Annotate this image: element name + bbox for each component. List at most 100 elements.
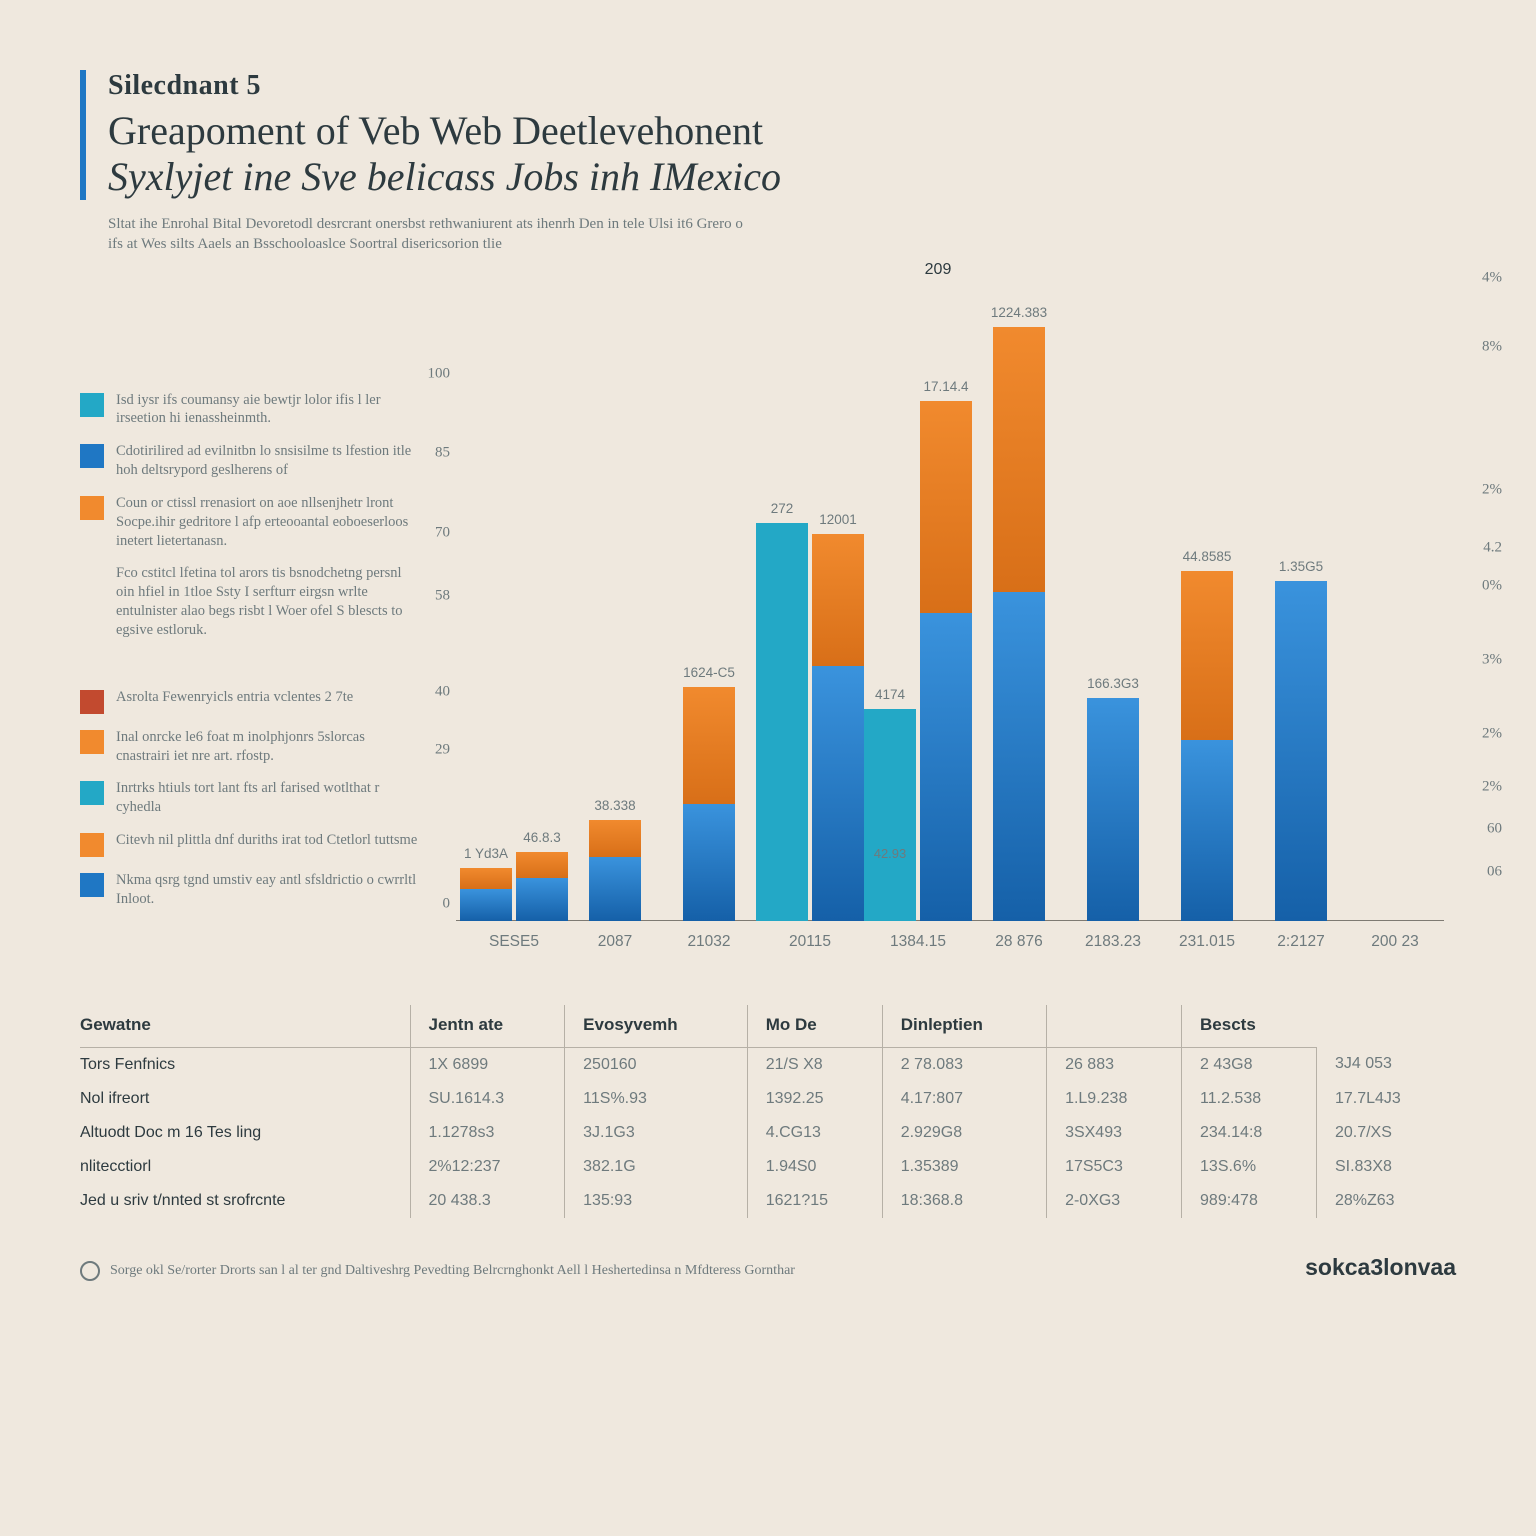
table-cell: 18:368.8 (882, 1184, 1046, 1218)
table-cell: 1.35389 (882, 1150, 1046, 1184)
table-cell: 3J4 053 (1316, 1047, 1456, 1082)
bar-segment (683, 804, 735, 921)
bar: 272 (756, 523, 808, 921)
table-header: Bescts (1182, 1005, 1317, 1048)
bar: 38.338 (589, 820, 641, 921)
legend-swatch (80, 496, 104, 520)
bar-segment (993, 592, 1045, 921)
table-cell: Altuodt Doc m 16 Tes ling (80, 1116, 410, 1150)
y-right-tick: 2% (1482, 725, 1502, 742)
legend-item: Asrolta Fewenryicls entria vclentes 2 7t… (80, 688, 420, 714)
legend-swatch (80, 730, 104, 754)
table-cell: 2 43G8 (1182, 1047, 1317, 1082)
x-axis-label: 20115 (756, 933, 864, 951)
bar-value-label: 1.35G5 (1279, 559, 1323, 574)
table-cell: 1.L9.238 (1047, 1082, 1182, 1116)
bar-group: 1 Yd3A46.8.3SESE5 (460, 852, 568, 921)
bar-segment (516, 878, 568, 920)
bar-segment (460, 889, 512, 921)
table-header: Dinleptien (882, 1005, 1046, 1048)
legend-text: Inrtrks htiuls tort lant fts arl farised… (116, 779, 420, 817)
legend-item: Inal onrcke le6 foat m inolphjonrs 5slor… (80, 728, 420, 766)
y-right-tick: 4.2 (1483, 540, 1502, 557)
bar-segment (516, 852, 568, 879)
bar-segment (460, 868, 512, 889)
bar-segment (920, 613, 972, 920)
legend-text: Asrolta Fewenryicls entria vclentes 2 7t… (116, 688, 420, 714)
table-header: Gewatne (80, 1005, 410, 1048)
table-cell: Tors Fenfnics (80, 1047, 410, 1082)
bar-group: 1224.38328 876 (972, 327, 1066, 921)
bar-group: 1624-C521032 (662, 687, 756, 920)
table-cell: 1.1278s3 (410, 1116, 565, 1150)
source-icon (80, 1261, 100, 1281)
y-left-tick: 40 (410, 683, 450, 700)
legend-swatch (80, 393, 104, 417)
y-right-tick: 2% (1482, 778, 1502, 795)
legend-text: Fco cstitcl lfetina tol arors tis bsnodc… (116, 564, 420, 639)
table-cell: 1621?15 (747, 1184, 882, 1218)
table-row: Tors Fenfnics1X 689925016021/S X82 78.08… (80, 1047, 1456, 1082)
table-header: Evosyvemh (565, 1005, 748, 1048)
x-axis-label: 2183.23 (1066, 933, 1160, 951)
table-header: Jentn ate (410, 1005, 565, 1048)
table-cell: 20.7/XS (1316, 1116, 1456, 1150)
bar-segment (1275, 581, 1327, 920)
y-right-tick: 0% (1482, 577, 1502, 594)
bar-value-label: 17.14.4 (923, 379, 968, 394)
bar: 417442.93 (864, 709, 916, 921)
table-cell: 4.17:807 (882, 1082, 1046, 1116)
bar-inner-label: 42.93 (874, 846, 907, 861)
y-right-tick: 8% (1482, 339, 1502, 356)
bar-segment (812, 666, 864, 920)
table-row: Jed u sriv t/nnted st srofrcnte20 438.31… (80, 1184, 1456, 1218)
bar: 1 Yd3A (460, 868, 512, 921)
bar: 17.14.4 (920, 401, 972, 920)
bar-group: 38.3382087 (568, 820, 662, 921)
bar-segment (589, 857, 641, 921)
table-cell: 989:478 (1182, 1184, 1317, 1218)
legend-text: Cdotirilired ad evilnitbn lo snsisilme t… (116, 442, 420, 480)
legend-item: Fco cstitcl lfetina tol arors tis bsnodc… (80, 564, 420, 639)
bar-segment (920, 401, 972, 613)
legend-item: Coun or ctissl rrenasiort on aoe nllsenj… (80, 494, 420, 551)
bar-value-label: 1624-C5 (683, 665, 735, 680)
bar-group: 166.3G32183.23 (1066, 698, 1160, 921)
y-left-tick: 70 (410, 524, 450, 541)
bar-segment (1181, 571, 1233, 741)
table-row: Altuodt Doc m 16 Tes ling1.1278s33J.1G34… (80, 1116, 1456, 1150)
table-cell: SU.1614.3 (410, 1082, 565, 1116)
legend-text: Nkma qsrg tgnd umstiv eay antl sfsldrict… (116, 871, 420, 909)
table-cell: 11.2.538 (1182, 1082, 1317, 1116)
bar: 44.8585 (1181, 571, 1233, 921)
table-cell: 1.94S0 (747, 1150, 882, 1184)
bar-segment (864, 709, 916, 921)
legend-text: Inal onrcke le6 foat m inolphjonrs 5slor… (116, 728, 420, 766)
legend-item: Isd iysr ifs coumansy aie bewtjr lolor i… (80, 391, 420, 429)
bar-group: 2721200120115 (756, 523, 864, 921)
table-cell: 3J.1G3 (565, 1116, 748, 1150)
table-cell: 20 438.3 (410, 1184, 565, 1218)
table-cell: 1392.25 (747, 1082, 882, 1116)
bar-segment (1181, 740, 1233, 920)
bar-segment (812, 534, 864, 667)
y-left-tick: 100 (410, 365, 450, 382)
x-axis-label: 231.015 (1160, 933, 1254, 951)
bar-value-label: 46.8.3 (523, 830, 561, 845)
table-cell: 28%Z63 (1316, 1184, 1456, 1218)
legend-swatch (80, 833, 104, 857)
table-cell: 382.1G (565, 1150, 748, 1184)
description: Sltat ihe Enrohal Bital Devoretodl desrc… (108, 214, 988, 255)
table-cell: 26 883 (1047, 1047, 1182, 1082)
footer: Sorge okl Se/rorter Drorts san l al ter … (80, 1254, 1456, 1281)
y-right-tick: 60 (1487, 821, 1502, 838)
y-left-tick: 0 (410, 895, 450, 912)
table-header: Mo De (747, 1005, 882, 1048)
bar-value-label: 166.3G3 (1087, 676, 1139, 691)
table-header (1047, 1005, 1182, 1048)
table-cell: 3SX493 (1047, 1116, 1182, 1150)
y-right-tick: 06 (1487, 863, 1502, 880)
kicker: Silecdnant 5 (108, 70, 1456, 102)
legend-text: Isd iysr ifs coumansy aie bewtjr lolor i… (116, 391, 420, 429)
y-left-tick: 29 (410, 741, 450, 758)
